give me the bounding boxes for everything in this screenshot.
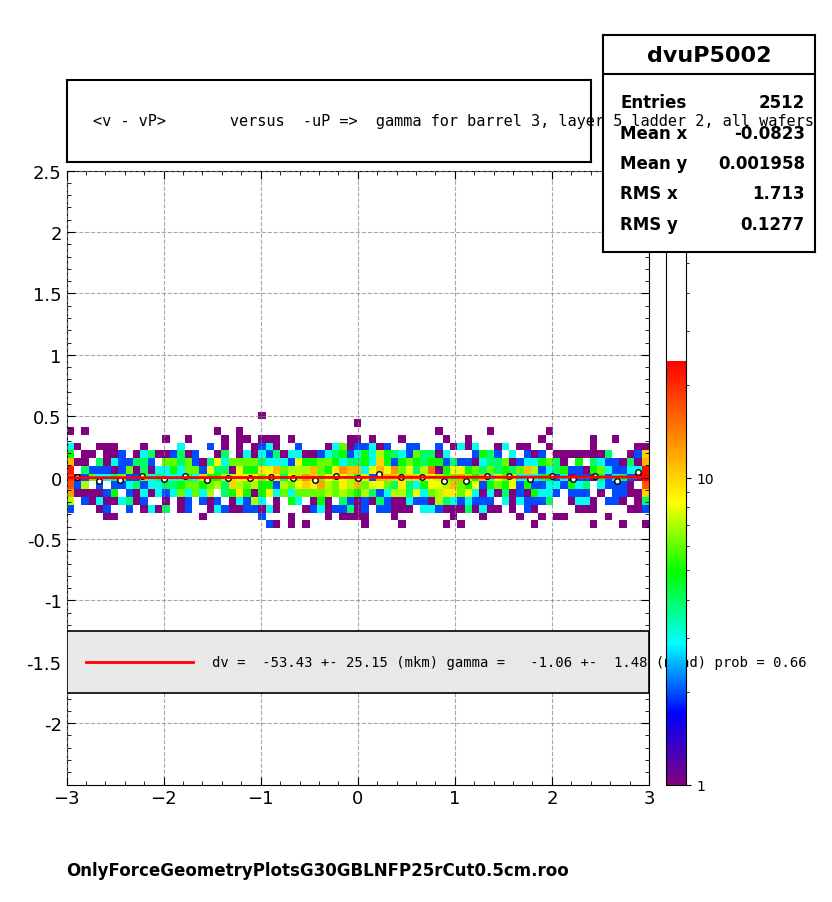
Text: dv =  -53.43 +- 25.15 (mkm) gamma =   -1.06 +-  1.48 (mrad) prob = 0.66: dv = -53.43 +- 25.15 (mkm) gamma = -1.06… [212,655,807,669]
Text: 2512: 2512 [759,94,805,112]
Text: 0.001958: 0.001958 [718,155,805,173]
Text: RMS y: RMS y [620,216,678,234]
Text: Mean y: Mean y [620,155,687,173]
Text: Entries: Entries [620,94,686,112]
Text: <v - vP>       versus  -uP =>  gamma for barrel 3, layer 5 ladder 2, all wafers: <v - vP> versus -uP => gamma for barrel … [93,115,814,129]
Text: RMS x: RMS x [620,185,678,203]
Bar [67,631,649,693]
Text: Mean x: Mean x [620,124,687,143]
Text: OnlyForceGeometryPlotsG30GBLNFP25rCut0.5cm.roo: OnlyForceGeometryPlotsG30GBLNFP25rCut0.5… [67,861,569,879]
Text: dvuP5002: dvuP5002 [647,46,771,66]
Text: -0.0823: -0.0823 [734,124,805,143]
Text: 1.713: 1.713 [752,185,805,203]
Text: 0.1277: 0.1277 [740,216,805,234]
